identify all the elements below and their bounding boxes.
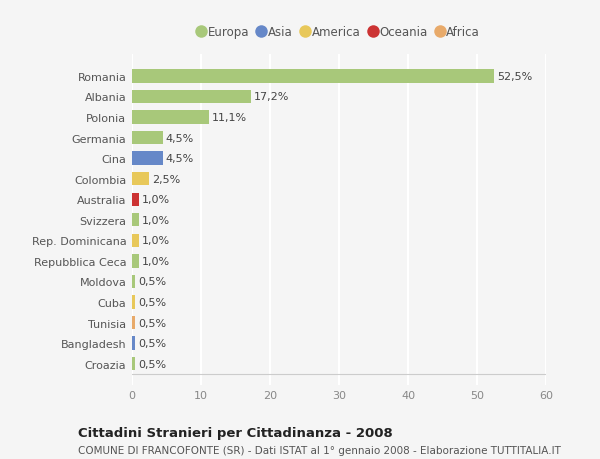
Bar <box>132 132 163 145</box>
Bar <box>132 111 209 124</box>
Text: Cittadini Stranieri per Cittadinanza - 2008: Cittadini Stranieri per Cittadinanza - 2… <box>78 426 393 439</box>
Text: 0,5%: 0,5% <box>138 297 166 308</box>
Legend: Europa, Asia, America, Oceania, Africa: Europa, Asia, America, Oceania, Africa <box>193 21 485 44</box>
Text: 0,5%: 0,5% <box>138 338 166 348</box>
Bar <box>132 213 139 227</box>
Text: 17,2%: 17,2% <box>253 92 289 102</box>
Bar <box>132 357 136 370</box>
Bar <box>132 337 136 350</box>
Bar <box>132 234 139 247</box>
Text: 1,0%: 1,0% <box>142 195 170 205</box>
Bar <box>132 173 149 186</box>
Text: 0,5%: 0,5% <box>138 277 166 287</box>
Text: 52,5%: 52,5% <box>497 72 532 82</box>
Bar <box>132 193 139 207</box>
Text: 1,0%: 1,0% <box>142 236 170 246</box>
Text: COMUNE DI FRANCOFONTE (SR) - Dati ISTAT al 1° gennaio 2008 - Elaborazione TUTTIT: COMUNE DI FRANCOFONTE (SR) - Dati ISTAT … <box>78 445 561 455</box>
Bar <box>132 316 136 330</box>
Bar <box>132 255 139 268</box>
Bar <box>132 275 136 289</box>
Text: 4,5%: 4,5% <box>166 133 194 143</box>
Bar <box>132 90 251 104</box>
Text: 2,5%: 2,5% <box>152 174 180 185</box>
Text: 11,1%: 11,1% <box>211 113 247 123</box>
Bar <box>132 296 136 309</box>
Bar <box>132 70 494 84</box>
Text: 1,0%: 1,0% <box>142 215 170 225</box>
Text: 0,5%: 0,5% <box>138 359 166 369</box>
Text: 0,5%: 0,5% <box>138 318 166 328</box>
Text: 4,5%: 4,5% <box>166 154 194 164</box>
Text: 1,0%: 1,0% <box>142 256 170 266</box>
Bar <box>132 152 163 165</box>
